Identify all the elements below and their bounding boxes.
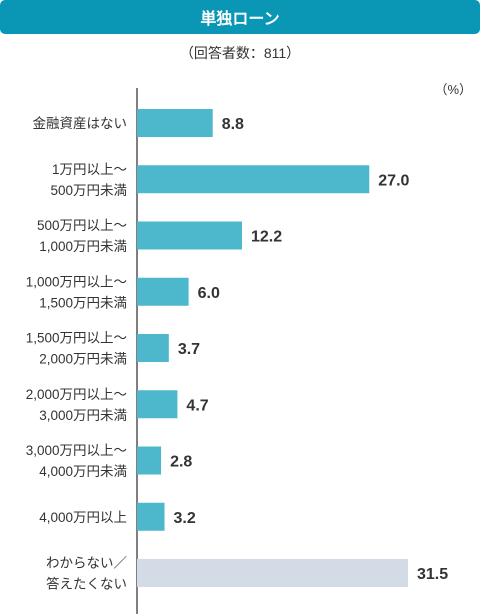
- value-label-8: 31.5: [417, 566, 448, 583]
- category-label-5-1: 3,000万円未満: [39, 408, 127, 423]
- bar-5: [137, 390, 178, 419]
- category-label-8-1: 答えたくない: [46, 576, 127, 592]
- category-label-0-0: 金融資産はない: [33, 116, 128, 131]
- category-label-5-0: 2,000万円以上～: [26, 387, 127, 402]
- value-label-1: 27.0: [378, 172, 409, 189]
- category-label-4-1: 2,000万円未満: [39, 352, 127, 367]
- category-label-4-0: 1,500万円以上～: [26, 331, 127, 346]
- bar-2: [137, 221, 242, 250]
- bar-1: [137, 165, 370, 194]
- value-label-7: 3.2: [174, 510, 196, 527]
- unit-label: （%）: [434, 82, 472, 97]
- category-label-2-0: 500万円以上～: [37, 218, 127, 233]
- category-label-3-1: 1,500万円未満: [39, 295, 127, 310]
- category-label-7-0: 4,000万円以上: [39, 510, 127, 525]
- category-label-6-0: 3,000万円以上～: [26, 443, 127, 458]
- category-label-1-1: 500万円未満: [50, 183, 127, 198]
- respondent-count: （回答者数：811）: [179, 45, 301, 61]
- category-label-2-1: 1,000万円未満: [39, 239, 127, 254]
- category-label-3-0: 1,000万円以上～: [26, 274, 127, 289]
- category-label-6-1: 4,000万円未満: [39, 464, 127, 479]
- value-label-4: 3.7: [178, 341, 200, 358]
- value-label-3: 6.0: [198, 285, 220, 302]
- category-label-1-0: 1万円以上～: [52, 162, 127, 177]
- bar-6: [137, 446, 162, 475]
- value-label-2: 12.2: [251, 229, 282, 246]
- chart-title: 単独ローン: [0, 0, 480, 34]
- value-label-5: 4.7: [186, 397, 208, 414]
- bar-7: [137, 502, 165, 531]
- bar-3: [137, 277, 189, 306]
- value-label-0: 8.8: [222, 116, 244, 133]
- bar-0: [137, 109, 213, 137]
- category-label-8-0: わからない／: [46, 556, 127, 571]
- value-label-6: 2.8: [170, 454, 192, 471]
- bar-8: [137, 559, 408, 587]
- bar-4: [137, 334, 169, 362]
